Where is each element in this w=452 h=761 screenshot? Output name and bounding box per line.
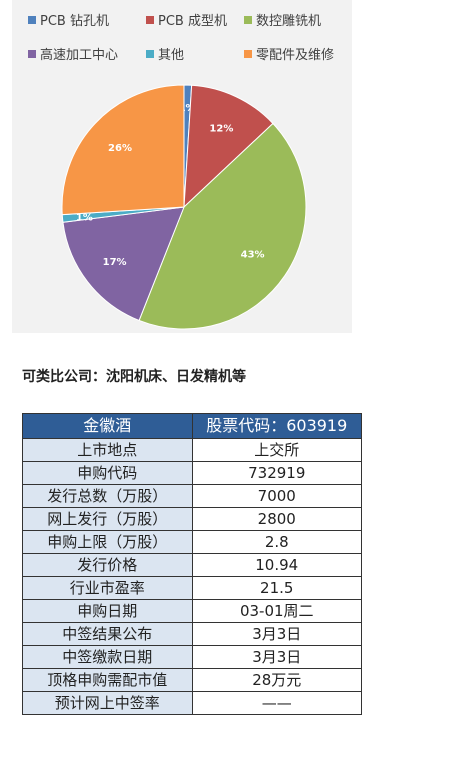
- row-label: 中签结果公布: [22, 622, 193, 646]
- legend-swatch: [244, 50, 252, 58]
- table-row: 行业市盈率 21.5: [22, 576, 362, 600]
- slice-percent-label: 12%: [209, 124, 233, 135]
- table-row: 预计网上中签率 ——: [22, 691, 362, 715]
- stock-name-header: 金徽酒: [22, 413, 193, 439]
- pie-chart: 1% 12% 43% 17% 1% 26%: [61, 84, 307, 330]
- table-row: 网上发行（万股） 2800: [22, 507, 362, 531]
- legend-swatch: [244, 16, 252, 24]
- legend-item-other: 其他: [146, 44, 184, 63]
- legend-swatch: [146, 16, 154, 24]
- row-label: 网上发行（万股）: [22, 507, 193, 531]
- slice-cnc-engraving: [138, 122, 307, 330]
- row-value: 7000: [191, 484, 362, 508]
- row-value: 上交所: [191, 438, 362, 462]
- legend-label: 数控雕铣机: [256, 14, 322, 29]
- row-label: 申购代码: [22, 461, 193, 485]
- row-label: 发行总数（万股）: [22, 484, 193, 508]
- table-header-row: 金徽酒 股票代码：603919: [22, 413, 362, 439]
- slice-percent-label: 26%: [108, 143, 132, 154]
- slice-machining-center: [62, 206, 185, 322]
- table-row: 顶格申购需配市值 28万元: [22, 668, 362, 692]
- table-row: 中签结果公布 3月3日: [22, 622, 362, 646]
- row-label: 行业市盈率: [22, 576, 193, 600]
- row-value: 10.94: [191, 553, 362, 577]
- row-value: 03-01周二: [191, 599, 362, 623]
- row-label: 申购上限（万股）: [22, 530, 193, 554]
- row-value: 3月3日: [191, 622, 362, 646]
- row-value: 732919: [191, 461, 362, 485]
- slice-percent-label: 17%: [103, 257, 127, 268]
- legend-item-pcb-drill: PCB 钻孔机: [28, 10, 109, 29]
- legend-label: 其他: [158, 48, 185, 63]
- legend-label: 零配件及维修: [256, 48, 335, 63]
- table-row: 发行总数（万股） 7000: [22, 484, 362, 508]
- slice-pcb-forming: [183, 84, 274, 209]
- table-row: 申购上限（万股） 2.8: [22, 530, 362, 554]
- comparable-companies-note: 可类比公司：沈阳机床、日发精机等: [22, 369, 246, 385]
- legend-item-parts-repair: 零配件及维修: [244, 44, 334, 63]
- legend-swatch: [28, 16, 36, 24]
- slice-percent-label: 43%: [241, 250, 265, 261]
- legend-label: PCB 成型机: [158, 14, 227, 29]
- legend-label: 高速加工中心: [40, 48, 119, 63]
- stock-code-header: 股票代码：603919: [191, 413, 362, 439]
- row-value: 28万元: [191, 668, 362, 692]
- table-row: 申购日期 03-01周二: [22, 599, 362, 623]
- table-row: 上市地点 上交所: [22, 438, 362, 462]
- table-row: 中签缴款日期 3月3日: [22, 645, 362, 669]
- slice-percent-label: 1%: [179, 103, 196, 114]
- row-value: ——: [191, 691, 362, 715]
- row-label: 发行价格: [22, 553, 193, 577]
- legend-swatch: [146, 50, 154, 58]
- pie-chart-panel: PCB 钻孔机 PCB 成型机 数控雕铣机 高速加工中心 其他 零配件及维修 1…: [12, 0, 352, 333]
- slice-parts-repair: [61, 84, 185, 216]
- legend-label: PCB 钻孔机: [40, 14, 109, 29]
- row-value: 2.8: [191, 530, 362, 554]
- legend-swatch: [28, 50, 36, 58]
- slice-percent-label: 1%: [76, 212, 93, 223]
- legend-item-cnc-engraving: 数控雕铣机: [244, 10, 321, 29]
- ipo-info-table: 金徽酒 股票代码：603919 上市地点 上交所 申购代码 732919 发行总数（万股…: [22, 413, 362, 715]
- legend-item-pcb-forming: PCB 成型机: [146, 10, 227, 29]
- row-label: 预计网上中签率: [22, 691, 193, 715]
- table-row: 申购代码 732919: [22, 461, 362, 485]
- row-label: 中签缴款日期: [22, 645, 193, 669]
- legend-item-machining-center: 高速加工中心: [28, 44, 118, 63]
- row-value: 2800: [191, 507, 362, 531]
- row-value: 21.5: [191, 576, 362, 600]
- table-row: 发行价格 10.94: [22, 553, 362, 577]
- row-label: 申购日期: [22, 599, 193, 623]
- row-label: 上市地点: [22, 438, 193, 462]
- row-value: 3月3日: [191, 645, 362, 669]
- row-label: 顶格申购需配市值: [22, 668, 193, 692]
